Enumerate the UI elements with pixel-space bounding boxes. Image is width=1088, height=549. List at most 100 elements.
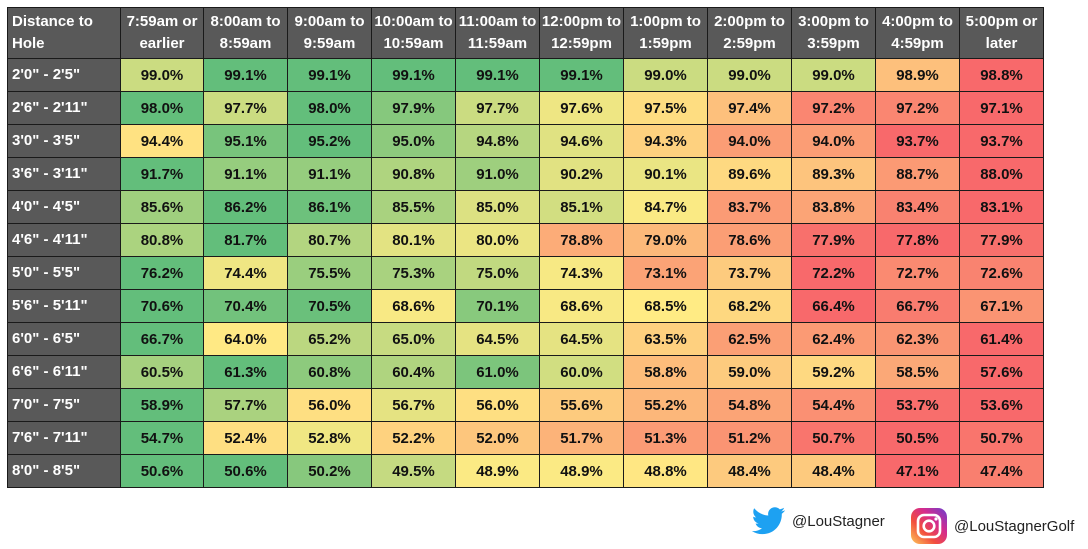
heatmap-cell: 62.5%	[707, 322, 792, 356]
heatmap-cell: 91.0%	[455, 157, 540, 191]
heatmap-cell: 97.1%	[959, 91, 1044, 125]
table-row: 4'6" - 4'11" 80.8% 81.7% 80.7% 80.1% 80.0% 78.…	[7, 223, 1044, 257]
putting-heatmap-table: Distance to Hole 7:59am or earlier 8:00am…	[7, 7, 1044, 488]
heatmap-cell: 94.6%	[539, 124, 624, 158]
heatmap-cell: 53.6%	[959, 388, 1044, 422]
heatmap-cell: 55.6%	[539, 388, 624, 422]
heatmap-cell: 97.7%	[203, 91, 288, 125]
heatmap-cell: 80.1%	[371, 223, 456, 257]
heatmap-cell: 68.5%	[623, 289, 708, 323]
heatmap-cell: 50.2%	[287, 454, 372, 488]
heatmap-cell: 65.0%	[371, 322, 456, 356]
heatmap-cell: 60.5%	[120, 355, 204, 389]
heatmap-cell: 52.8%	[287, 421, 372, 455]
heatmap-cell: 81.7%	[203, 223, 288, 257]
heatmap-cell: 95.1%	[203, 124, 288, 158]
heatmap-cell: 62.3%	[875, 322, 960, 356]
heatmap-cell: 74.4%	[203, 256, 288, 290]
heatmap-cell: 58.9%	[120, 388, 204, 422]
row-header: 8'0" - 8'5"	[7, 454, 121, 488]
heatmap-cell: 57.6%	[959, 355, 1044, 389]
instagram-handle[interactable]: @LouStagnerGolf	[954, 517, 1075, 535]
column-header: 2:00pm to 2:59pm	[707, 7, 792, 59]
table-row: 5'0" - 5'5" 76.2% 74.4% 75.5% 75.3% 75.0% 74.3…	[7, 256, 1044, 290]
table-row: 6'6" - 6'11" 60.5% 61.3% 60.8% 60.4% 61.0% 60.…	[7, 355, 1044, 389]
corner-label: Distance to Hole	[7, 7, 121, 59]
heatmap-cell: 49.5%	[371, 454, 456, 488]
heatmap-cell: 48.4%	[707, 454, 792, 488]
table-row: 5'6" - 5'11" 70.6% 70.4% 70.5% 68.6% 70.1% 68.…	[7, 289, 1044, 323]
heatmap-cell: 99.0%	[707, 58, 792, 92]
heatmap-cell: 98.9%	[875, 58, 960, 92]
table-row: 7'0" - 7'5" 58.9% 57.7% 56.0% 56.7% 56.0% 55.6…	[7, 388, 1044, 422]
row-header: 5'6" - 5'11"	[7, 289, 121, 323]
heatmap-cell: 61.4%	[959, 322, 1044, 356]
row-header: 4'6" - 4'11"	[7, 223, 121, 257]
heatmap-cell: 94.0%	[707, 124, 792, 158]
heatmap-cell: 51.7%	[539, 421, 624, 455]
heatmap-cell: 50.5%	[875, 421, 960, 455]
heatmap-cell: 70.6%	[120, 289, 204, 323]
column-header: 10:00am to 10:59am	[371, 7, 456, 59]
heatmap-cell: 89.3%	[791, 157, 876, 191]
heatmap-cell: 56.7%	[371, 388, 456, 422]
heatmap-cell: 97.9%	[371, 91, 456, 125]
column-header: 11:00am to 11:59am	[455, 7, 540, 59]
heatmap-cell: 99.1%	[455, 58, 540, 92]
heatmap-cell: 66.4%	[791, 289, 876, 323]
heatmap-cell: 48.4%	[791, 454, 876, 488]
table-row: 4'0" - 4'5" 85.6% 86.2% 86.1% 85.5% 85.0% 85.1…	[7, 190, 1044, 224]
heatmap-cell: 54.7%	[120, 421, 204, 455]
heatmap-cell: 74.3%	[539, 256, 624, 290]
row-header: 2'6" - 2'11"	[7, 91, 121, 125]
column-header: 7:59am or earlier	[120, 7, 204, 59]
heatmap-cell: 94.8%	[455, 124, 540, 158]
table-row: 6'0" - 6'5" 66.7% 64.0% 65.2% 65.0% 64.5% 64.5…	[7, 322, 1044, 356]
row-header: 6'0" - 6'5"	[7, 322, 121, 356]
heatmap-cell: 73.1%	[623, 256, 708, 290]
column-header: 3:00pm to 3:59pm	[791, 7, 876, 59]
heatmap-cell: 50.6%	[120, 454, 204, 488]
heatmap-cell: 98.0%	[120, 91, 204, 125]
heatmap-cell: 47.1%	[875, 454, 960, 488]
heatmap-cell: 65.2%	[287, 322, 372, 356]
row-header: 5'0" - 5'5"	[7, 256, 121, 290]
heatmap-cell: 48.9%	[455, 454, 540, 488]
heatmap-cell: 64.5%	[539, 322, 624, 356]
heatmap-cell: 64.5%	[455, 322, 540, 356]
heatmap-cell: 62.4%	[791, 322, 876, 356]
heatmap-cell: 78.6%	[707, 223, 792, 257]
heatmap-cell: 97.2%	[791, 91, 876, 125]
heatmap-cell: 50.7%	[791, 421, 876, 455]
heatmap-cell: 85.1%	[539, 190, 624, 224]
table-row: 2'0" - 2'5" 99.0% 99.1% 99.1% 99.1% 99.1% 99.1…	[7, 58, 1044, 92]
heatmap-cell: 88.7%	[875, 157, 960, 191]
heatmap-cell: 99.0%	[791, 58, 876, 92]
twitter-bird-icon	[752, 507, 786, 535]
table-row: 3'6" - 3'11" 91.7% 91.1% 91.1% 90.8% 91.0% 90.…	[7, 157, 1044, 191]
heatmap-cell: 83.8%	[791, 190, 876, 224]
heatmap-cell: 72.7%	[875, 256, 960, 290]
heatmap-cell: 67.1%	[959, 289, 1044, 323]
heatmap-cell: 80.8%	[120, 223, 204, 257]
heatmap-cell: 54.4%	[791, 388, 876, 422]
instagram-icon	[910, 507, 948, 545]
heatmap-cell: 58.5%	[875, 355, 960, 389]
heatmap-cell: 86.2%	[203, 190, 288, 224]
twitter-handle[interactable]: @LouStagner	[792, 512, 885, 530]
heatmap-cell: 85.6%	[120, 190, 204, 224]
heatmap-cell: 99.1%	[539, 58, 624, 92]
heatmap-cell: 77.8%	[875, 223, 960, 257]
heatmap-cell: 72.2%	[791, 256, 876, 290]
heatmap-cell: 60.4%	[371, 355, 456, 389]
heatmap-cell: 99.0%	[623, 58, 708, 92]
heatmap-cell: 70.1%	[455, 289, 540, 323]
heatmap-cell: 88.0%	[959, 157, 1044, 191]
heatmap-cell: 98.0%	[287, 91, 372, 125]
heatmap-cell: 99.0%	[120, 58, 204, 92]
heatmap-cell: 64.0%	[203, 322, 288, 356]
heatmap-cell: 77.9%	[791, 223, 876, 257]
heatmap-cell: 83.7%	[707, 190, 792, 224]
heatmap-cell: 59.0%	[707, 355, 792, 389]
heatmap-cell: 68.6%	[371, 289, 456, 323]
